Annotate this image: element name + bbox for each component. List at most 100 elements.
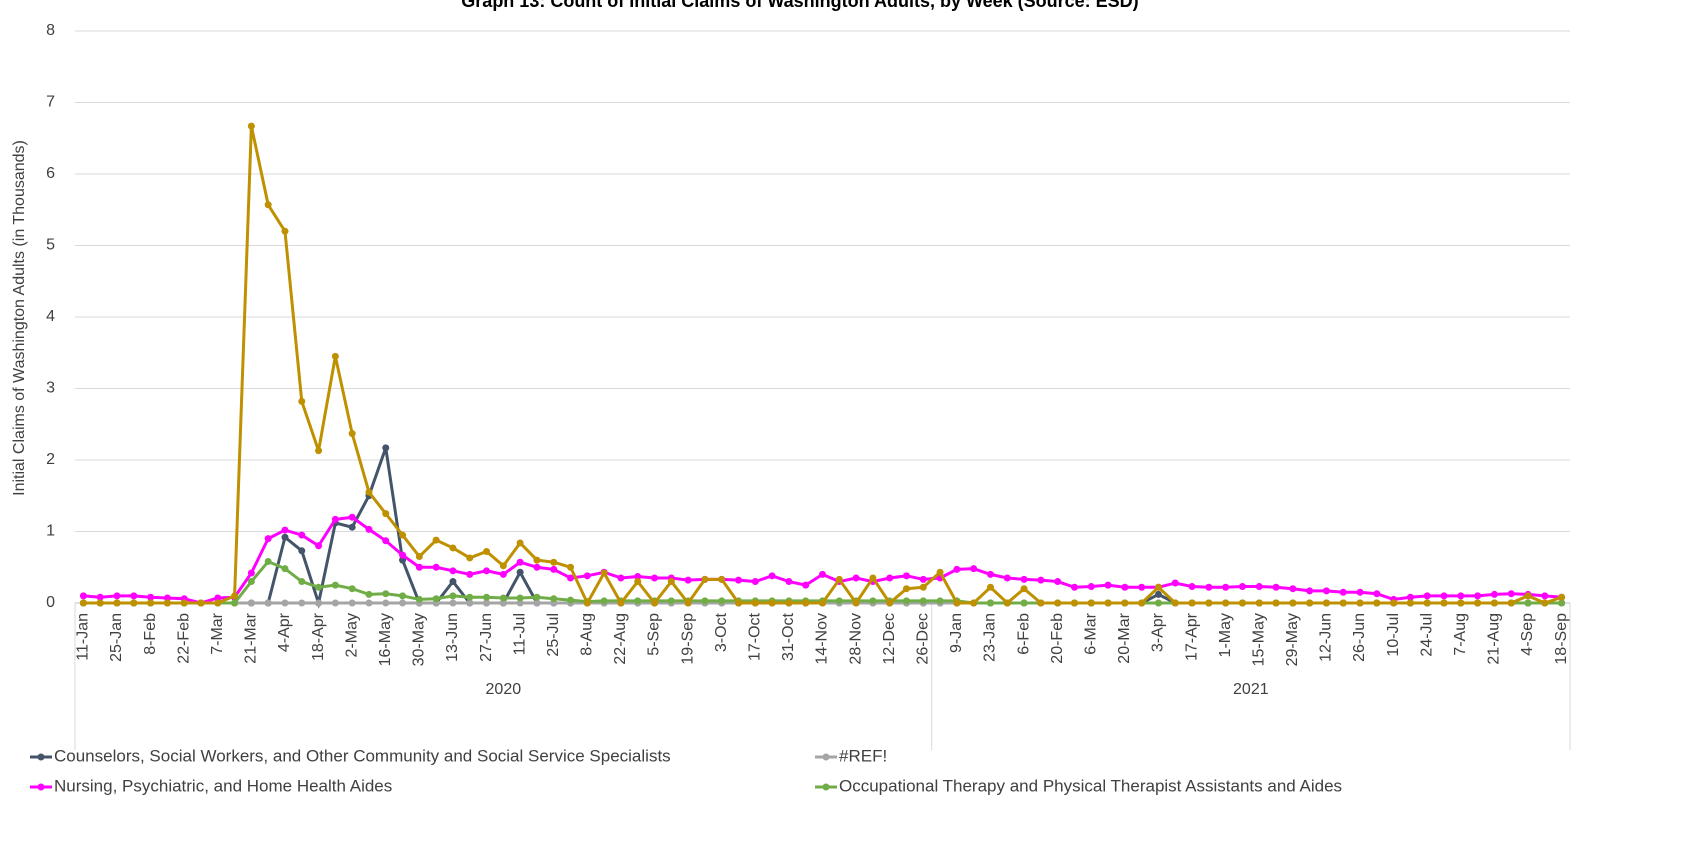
y-tick-label: 2 (46, 451, 55, 468)
data-point (1272, 583, 1280, 591)
data-point (735, 576, 743, 584)
data-point (382, 510, 390, 518)
data-point (936, 568, 944, 576)
x-tick-label: 22-Aug (612, 613, 629, 665)
data-point (1054, 599, 1062, 607)
data-point (449, 544, 457, 552)
legend-marker (37, 783, 45, 791)
data-point (1423, 592, 1431, 600)
x-tick-label: 25-Jul (545, 613, 562, 657)
data-point (1003, 599, 1011, 607)
data-point (1121, 583, 1129, 591)
data-point (986, 599, 994, 607)
data-point (399, 599, 407, 607)
data-point (79, 599, 87, 607)
data-point (550, 558, 558, 566)
data-point (617, 574, 625, 582)
data-point (483, 548, 491, 556)
data-point (382, 599, 390, 607)
data-point (953, 565, 961, 573)
y-tick-label: 0 (46, 594, 55, 611)
data-point (331, 581, 339, 589)
data-point (869, 574, 877, 582)
data-point (96, 599, 104, 607)
data-point (415, 595, 423, 603)
data-point (399, 556, 407, 564)
data-point (1440, 599, 1448, 607)
data-point (483, 599, 491, 607)
data-point (466, 593, 474, 601)
data-point (247, 122, 255, 130)
data-point (1238, 599, 1246, 607)
data-point (634, 578, 642, 586)
data-point (1121, 599, 1129, 607)
data-point (281, 565, 289, 573)
legend-marker (822, 753, 830, 761)
y-tick-label: 4 (46, 308, 55, 325)
y-tick-label: 7 (46, 94, 55, 111)
x-tick-label: 13-Jun (444, 613, 461, 662)
legend-label: Nursing, Psychiatric, and Home Health Ai… (54, 776, 392, 795)
data-point (1154, 599, 1162, 607)
data-point (852, 574, 860, 582)
data-point (684, 599, 692, 607)
data-point (667, 578, 675, 586)
data-point (449, 578, 457, 586)
data-point (1339, 588, 1347, 596)
data-point (1054, 578, 1062, 586)
data-point (1457, 592, 1465, 600)
data-point (1541, 592, 1549, 600)
x-tick-label: 23-Jan (982, 613, 999, 662)
data-point (516, 539, 524, 547)
data-point (1507, 590, 1515, 598)
x-tick-label: 9-Jan (948, 613, 965, 653)
data-point (735, 599, 743, 607)
data-point (1322, 599, 1330, 607)
data-point (835, 575, 843, 583)
data-point (902, 585, 910, 593)
data-point (533, 563, 541, 571)
legend-marker (822, 783, 830, 791)
data-point (1322, 587, 1330, 595)
data-point (281, 227, 289, 235)
data-point (651, 599, 659, 607)
data-point (970, 565, 978, 573)
data-point (264, 201, 272, 209)
data-point (1104, 599, 1112, 607)
data-point (382, 590, 390, 598)
data-point (415, 563, 423, 571)
data-point (600, 597, 608, 605)
data-point (802, 599, 810, 607)
data-point (550, 565, 558, 573)
x-tick-label: 8-Aug (579, 613, 596, 656)
data-point (1171, 579, 1179, 587)
data-point (415, 553, 423, 561)
legend-label: #REF! (839, 746, 887, 765)
data-point (399, 531, 407, 539)
data-point (298, 578, 306, 586)
data-point (1507, 599, 1515, 607)
x-tick-label: 10-Jul (1385, 613, 1402, 657)
data-point (499, 562, 507, 570)
data-point (869, 597, 877, 605)
x-tick-label: 6-Feb (1015, 613, 1032, 655)
data-point (483, 567, 491, 575)
data-point (1138, 583, 1146, 591)
data-point (1474, 592, 1482, 600)
data-point (264, 599, 272, 607)
data-point (1490, 599, 1498, 607)
x-tick-label: 24-Jul (1418, 613, 1435, 657)
x-tick-label: 20-Feb (1049, 613, 1066, 664)
data-point (567, 563, 575, 571)
data-point (163, 599, 171, 607)
data-point (1289, 585, 1297, 593)
data-point (298, 531, 306, 539)
data-point (1188, 599, 1196, 607)
data-point (1138, 599, 1146, 607)
data-point (365, 590, 373, 598)
data-point (315, 583, 323, 591)
data-point (902, 597, 910, 605)
data-point (785, 578, 793, 586)
data-point (986, 583, 994, 591)
